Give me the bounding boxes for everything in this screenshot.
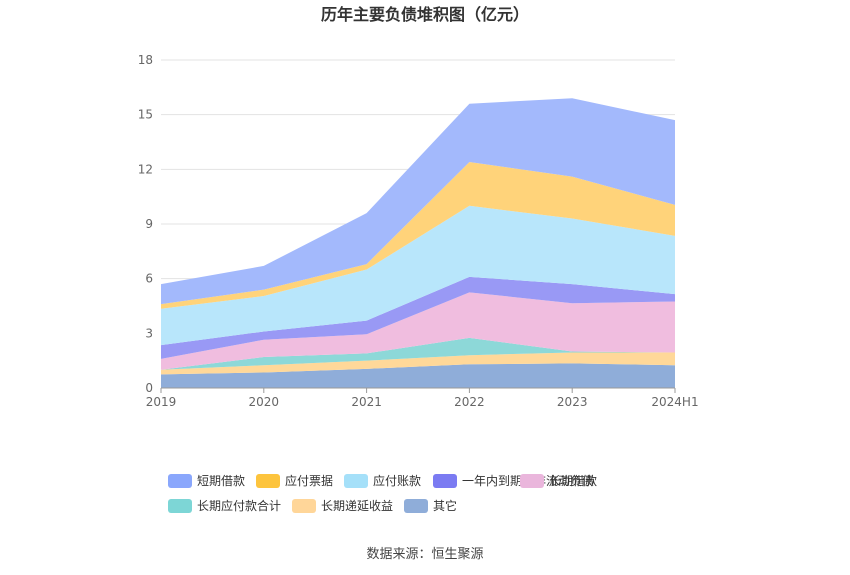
y-tick-label: 15	[138, 108, 153, 122]
legend-swatch	[404, 499, 428, 513]
legend-label: 短期借款	[197, 474, 245, 488]
y-tick-label: 9	[145, 217, 153, 231]
x-tick-label: 2022	[454, 395, 485, 409]
y-tick-label: 3	[145, 326, 153, 340]
area-series-4	[161, 276, 675, 359]
area-series-6	[161, 162, 675, 309]
x-tick-label: 2021	[351, 395, 382, 409]
legend-swatch	[520, 474, 544, 488]
legend-label: 应付票据	[285, 473, 333, 488]
legend-swatch	[256, 474, 280, 488]
legend-item[interactable]: 应付账款	[344, 473, 421, 488]
legend: 短期借款应付票据应付账款一年内到期的非流动负债长期借款长期应付款合计长期递延收益…	[168, 473, 597, 513]
legend-label: 长期递延收益	[321, 499, 393, 513]
legend-swatch	[433, 474, 457, 488]
x-tick-label: 2020	[249, 395, 280, 409]
legend-label: 应付账款	[373, 473, 421, 488]
data-source: 数据来源：恒生聚源	[366, 547, 483, 562]
legend-item[interactable]: 短期借款	[168, 474, 245, 488]
legend-label: 长期借款	[549, 474, 597, 488]
area-series-3	[161, 292, 675, 370]
area-series-5	[161, 205, 675, 346]
legend-swatch	[168, 474, 192, 488]
legend-swatch	[344, 474, 368, 488]
x-tick-label: 2023	[557, 395, 588, 409]
legend-swatch	[292, 499, 316, 513]
area-series-2	[161, 337, 675, 370]
legend-item[interactable]: 长期应付款合计	[168, 498, 281, 513]
area-series-7	[161, 98, 675, 305]
legend-item[interactable]: 应付票据	[256, 473, 333, 488]
legend-swatch	[168, 499, 192, 513]
area-series-0	[161, 363, 675, 388]
y-tick-label: 6	[145, 272, 153, 286]
area-series-1	[161, 352, 675, 375]
chart-title: 历年主要负债堆积图（亿元）	[321, 5, 529, 24]
y-tick-label: 0	[145, 381, 153, 395]
x-tick-label: 2019	[146, 395, 177, 409]
x-tick-label: 2024H1	[651, 395, 698, 409]
legend-label: 长期应付款合计	[197, 498, 281, 513]
y-tick-label: 18	[138, 53, 153, 67]
area-series	[161, 98, 675, 388]
legend-item[interactable]: 长期递延收益	[292, 499, 393, 513]
legend-label: 其它	[433, 498, 457, 513]
legend-item[interactable]: 其它	[404, 498, 457, 513]
axes: 0 3 6 9 12 15 18 2019 2020 2021 2022 2023 2024H1	[138, 53, 699, 409]
legend-item[interactable]: 长期借款	[520, 474, 597, 488]
y-tick-label: 12	[138, 162, 153, 176]
